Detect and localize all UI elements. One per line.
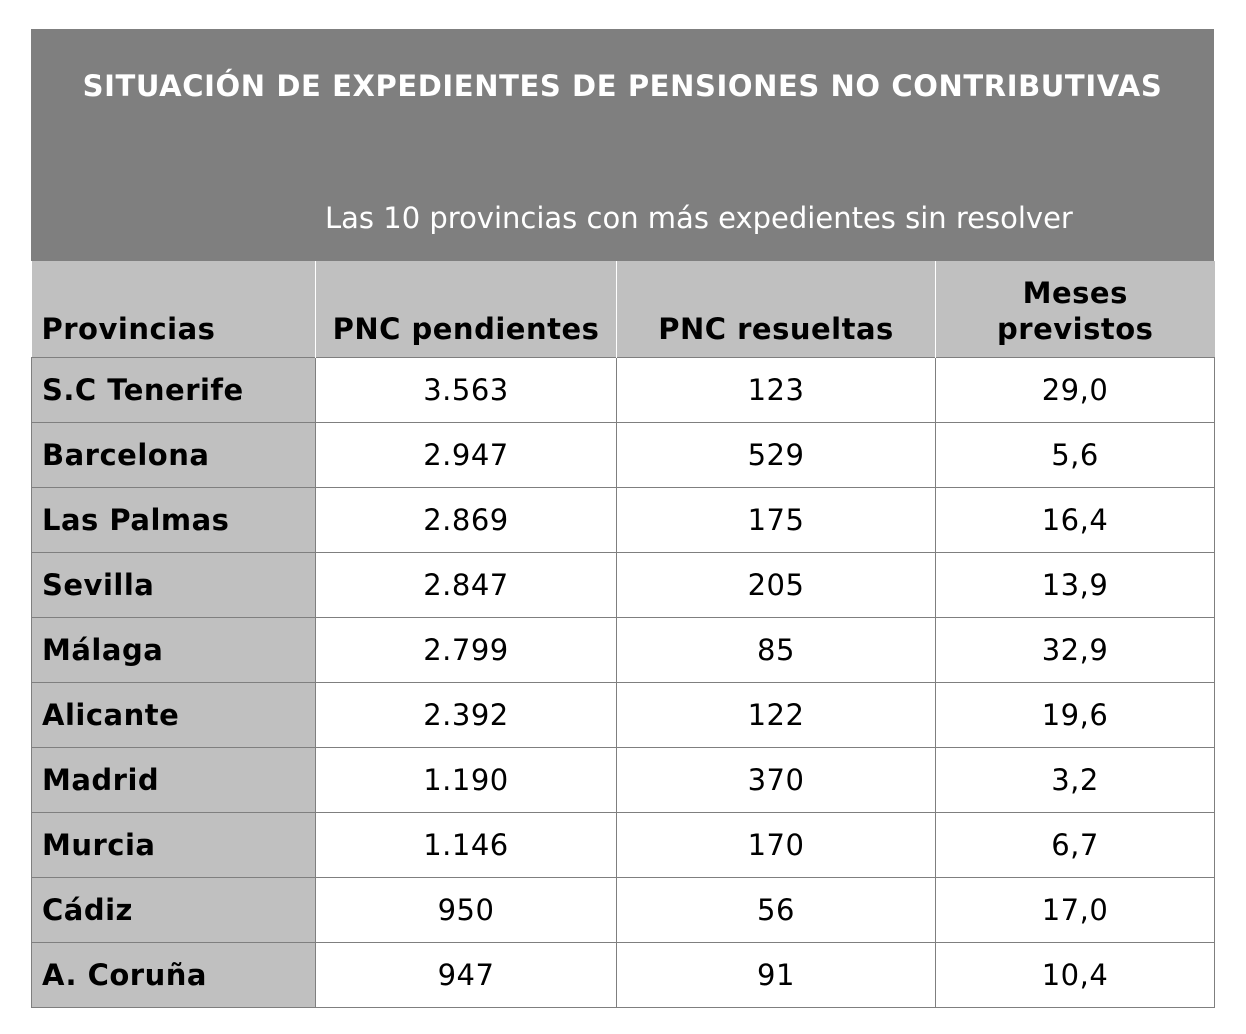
pnc-pendientes-cell: 950 xyxy=(315,876,617,943)
pnc-resueltas-cell: 91 xyxy=(616,941,936,1008)
meses-previstos-cell: 17,0 xyxy=(935,876,1215,943)
province-cell: Sevilla xyxy=(31,551,316,618)
pnc-resueltas-cell: 85 xyxy=(616,616,936,683)
meses-previstos-cell: 29,0 xyxy=(935,356,1215,423)
pnc-pendientes-cell: 1.146 xyxy=(315,811,617,878)
title-block: SITUACIÓN DE EXPEDIENTES DE PENSIONES NO… xyxy=(31,29,1214,261)
pnc-pendientes-cell: 947 xyxy=(315,941,617,1008)
pnc-resueltas-cell: 170 xyxy=(616,811,936,878)
pnc-resueltas-cell: 56 xyxy=(616,876,936,943)
province-cell: S.C Tenerife xyxy=(31,356,316,423)
meses-previstos-cell: 5,6 xyxy=(935,421,1215,488)
pension-table-figure: SITUACIÓN DE EXPEDIENTES DE PENSIONES NO… xyxy=(31,29,1215,1008)
province-cell: Murcia xyxy=(31,811,316,878)
pnc-pendientes-cell: 3.563 xyxy=(315,356,617,423)
table-body: S.C Tenerife 3.563 123 29,0 Barcelona 2.947 52… xyxy=(31,356,1215,1008)
table-row: Barcelona 2.947 529 5,6 xyxy=(31,421,1215,488)
table-row: Sevilla 2.847 205 13,9 xyxy=(31,551,1215,618)
pnc-resueltas-cell: 205 xyxy=(616,551,936,618)
province-cell: Madrid xyxy=(31,746,316,813)
table-row: Murcia 1.146 170 6,7 xyxy=(31,811,1215,878)
province-cell: Alicante xyxy=(31,681,316,748)
pnc-resueltas-cell: 370 xyxy=(616,746,936,813)
province-cell: Cádiz xyxy=(31,876,316,943)
pnc-pendientes-cell: 1.190 xyxy=(315,746,617,813)
pnc-resueltas-cell: 175 xyxy=(616,486,936,553)
pnc-resueltas-cell: 529 xyxy=(616,421,936,488)
pnc-resueltas-cell: 123 xyxy=(616,356,936,423)
pnc-pendientes-cell: 2.847 xyxy=(315,551,617,618)
header-row: Provincias PNC pendientes PNC resueltas … xyxy=(31,261,1215,357)
meses-previstos-cell: 19,6 xyxy=(935,681,1215,748)
table-title: SITUACIÓN DE EXPEDIENTES DE PENSIONES NO… xyxy=(82,69,1163,103)
meses-previstos-cell: 13,9 xyxy=(935,551,1215,618)
table-subtitle: Las 10 provincias con más expedientes si… xyxy=(325,201,1073,235)
table-row: Alicante 2.392 122 19,6 xyxy=(31,681,1215,748)
data-table: Provincias PNC pendientes PNC resueltas … xyxy=(31,261,1215,1008)
column-header-pnc-pendientes: PNC pendientes xyxy=(315,261,617,357)
meses-previstos-cell: 10,4 xyxy=(935,941,1215,1008)
column-header-meses-previstos: Meses previstos xyxy=(935,261,1215,357)
province-cell: Málaga xyxy=(31,616,316,683)
pnc-pendientes-cell: 2.947 xyxy=(315,421,617,488)
meses-previstos-cell: 32,9 xyxy=(935,616,1215,683)
table-row: Madrid 1.190 370 3,2 xyxy=(31,746,1215,813)
province-cell: Las Palmas xyxy=(31,486,316,553)
table-row: S.C Tenerife 3.563 123 29,0 xyxy=(31,356,1215,423)
table-row: Cádiz 950 56 17,0 xyxy=(31,876,1215,943)
province-cell: A. Coruña xyxy=(31,941,316,1008)
table-row: A. Coruña 947 91 10,4 xyxy=(31,941,1215,1008)
pnc-resueltas-cell: 122 xyxy=(616,681,936,748)
province-cell: Barcelona xyxy=(31,421,316,488)
pnc-pendientes-cell: 2.799 xyxy=(315,616,617,683)
meses-previstos-cell: 6,7 xyxy=(935,811,1215,878)
meses-previstos-cell: 16,4 xyxy=(935,486,1215,553)
meses-previstos-cell: 3,2 xyxy=(935,746,1215,813)
pnc-pendientes-cell: 2.392 xyxy=(315,681,617,748)
column-header-pnc-resueltas: PNC resueltas xyxy=(616,261,936,357)
table-row: Málaga 2.799 85 32,9 xyxy=(31,616,1215,683)
table-row: Las Palmas 2.869 175 16,4 xyxy=(31,486,1215,553)
pnc-pendientes-cell: 2.869 xyxy=(315,486,617,553)
column-header-provincias: Provincias xyxy=(31,261,316,357)
